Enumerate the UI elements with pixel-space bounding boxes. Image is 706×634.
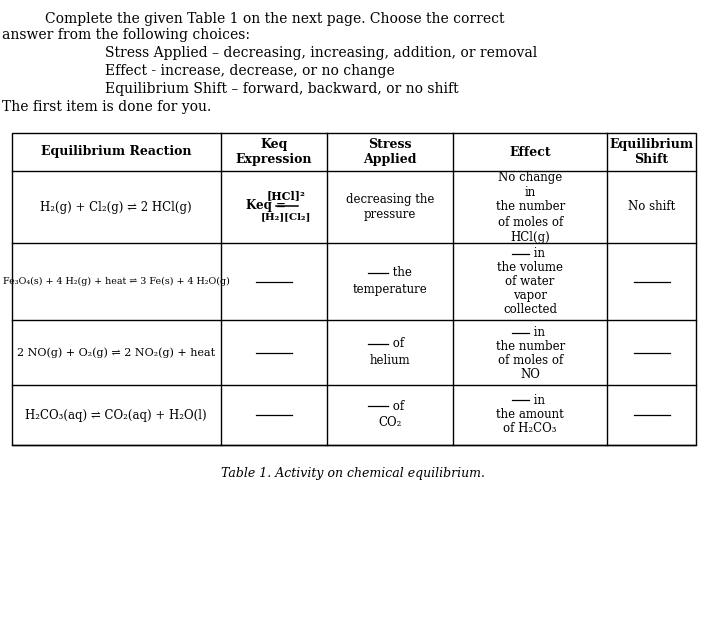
- Text: temperature: temperature: [352, 283, 427, 296]
- Text: collected: collected: [503, 303, 557, 316]
- Text: H₂(g) + Cl₂(g) ⇌ 2 HCl(g): H₂(g) + Cl₂(g) ⇌ 2 HCl(g): [40, 200, 192, 214]
- Text: of water: of water: [505, 275, 555, 288]
- Text: NO: NO: [520, 368, 540, 381]
- Text: of H₂CO₃: of H₂CO₃: [503, 422, 557, 434]
- Bar: [12, 133, 696, 445]
- Text: 2 NO(g) + O₂(g) ⇌ 2 NO₂(g) + heat: 2 NO(g) + O₂(g) ⇌ 2 NO₂(g) + heat: [17, 347, 215, 358]
- Text: answer from the following choices:: answer from the following choices:: [2, 28, 250, 42]
- Text: No shift: No shift: [628, 200, 675, 214]
- Text: Table 1. Activity on chemical equilibrium.: Table 1. Activity on chemical equilibriu…: [221, 467, 485, 480]
- Text: of: of: [389, 399, 404, 413]
- Text: the volume: the volume: [497, 261, 563, 274]
- Text: helium: helium: [370, 354, 410, 367]
- Text: in: in: [530, 394, 545, 406]
- Text: decreasing the
pressure: decreasing the pressure: [346, 193, 434, 221]
- Text: the amount: the amount: [496, 408, 564, 420]
- Text: H₂CO₃(aq) ⇌ CO₂(aq) + H₂O(l): H₂CO₃(aq) ⇌ CO₂(aq) + H₂O(l): [25, 408, 207, 422]
- Text: Stress Applied – decreasing, increasing, addition, or removal: Stress Applied – decreasing, increasing,…: [105, 46, 537, 60]
- Text: the: the: [389, 266, 412, 279]
- Text: of moles of: of moles of: [498, 354, 563, 367]
- Text: Equilibrium Reaction: Equilibrium Reaction: [41, 145, 191, 158]
- Text: vapor: vapor: [513, 289, 547, 302]
- Text: CO₂: CO₂: [378, 417, 402, 429]
- Text: Keq
Expression: Keq Expression: [235, 138, 312, 166]
- Text: Fe₃O₄(s) + 4 H₂(g) + heat ⇌ 3 Fe(s) + 4 H₂O(g): Fe₃O₄(s) + 4 H₂(g) + heat ⇌ 3 Fe(s) + 4 …: [3, 277, 229, 286]
- Text: Stress
Applied: Stress Applied: [363, 138, 417, 166]
- Text: Complete the given Table 1 on the next page. Choose the correct: Complete the given Table 1 on the next p…: [45, 12, 505, 26]
- Text: Keq =: Keq =: [246, 200, 285, 212]
- Text: [HCl]²: [HCl]²: [266, 190, 305, 202]
- Text: in: in: [530, 247, 545, 260]
- Text: the number: the number: [496, 340, 565, 353]
- Text: Equilibrium
Shift: Equilibrium Shift: [609, 138, 693, 166]
- Text: [H₂][Cl₂]: [H₂][Cl₂]: [261, 212, 311, 221]
- Text: Effect - increase, decrease, or no change: Effect - increase, decrease, or no chang…: [105, 64, 395, 78]
- Text: The first item is done for you.: The first item is done for you.: [2, 100, 211, 114]
- Text: Effect: Effect: [509, 145, 551, 158]
- Text: of: of: [389, 337, 404, 350]
- Text: No change
in
the number
of moles of
HCl(g): No change in the number of moles of HCl(…: [496, 171, 565, 243]
- Text: in: in: [530, 326, 545, 339]
- Text: Equilibrium Shift – forward, backward, or no shift: Equilibrium Shift – forward, backward, o…: [105, 82, 459, 96]
